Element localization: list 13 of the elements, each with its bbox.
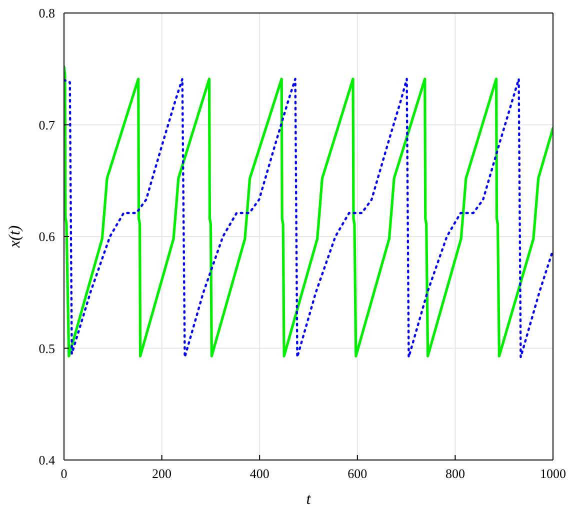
x-tick-label: 0 bbox=[60, 466, 68, 482]
y-tick-label: 0.7 bbox=[38, 117, 56, 132]
x-axis-title: t bbox=[306, 491, 312, 508]
x-tick-label: 400 bbox=[250, 466, 270, 482]
y-tick-label: 0.4 bbox=[38, 452, 56, 468]
y-tick-label: 0.8 bbox=[38, 6, 55, 21]
y-tick-label: 0.5 bbox=[38, 340, 55, 356]
x-tick-label: 800 bbox=[445, 466, 465, 482]
x-tick-label: 200 bbox=[152, 466, 172, 482]
x-tick-label: 1000 bbox=[540, 466, 566, 482]
x-tick-label: 600 bbox=[348, 466, 368, 482]
y-axis-title: x(t) bbox=[6, 225, 24, 249]
y-tick-label: 0.6 bbox=[38, 229, 56, 244]
